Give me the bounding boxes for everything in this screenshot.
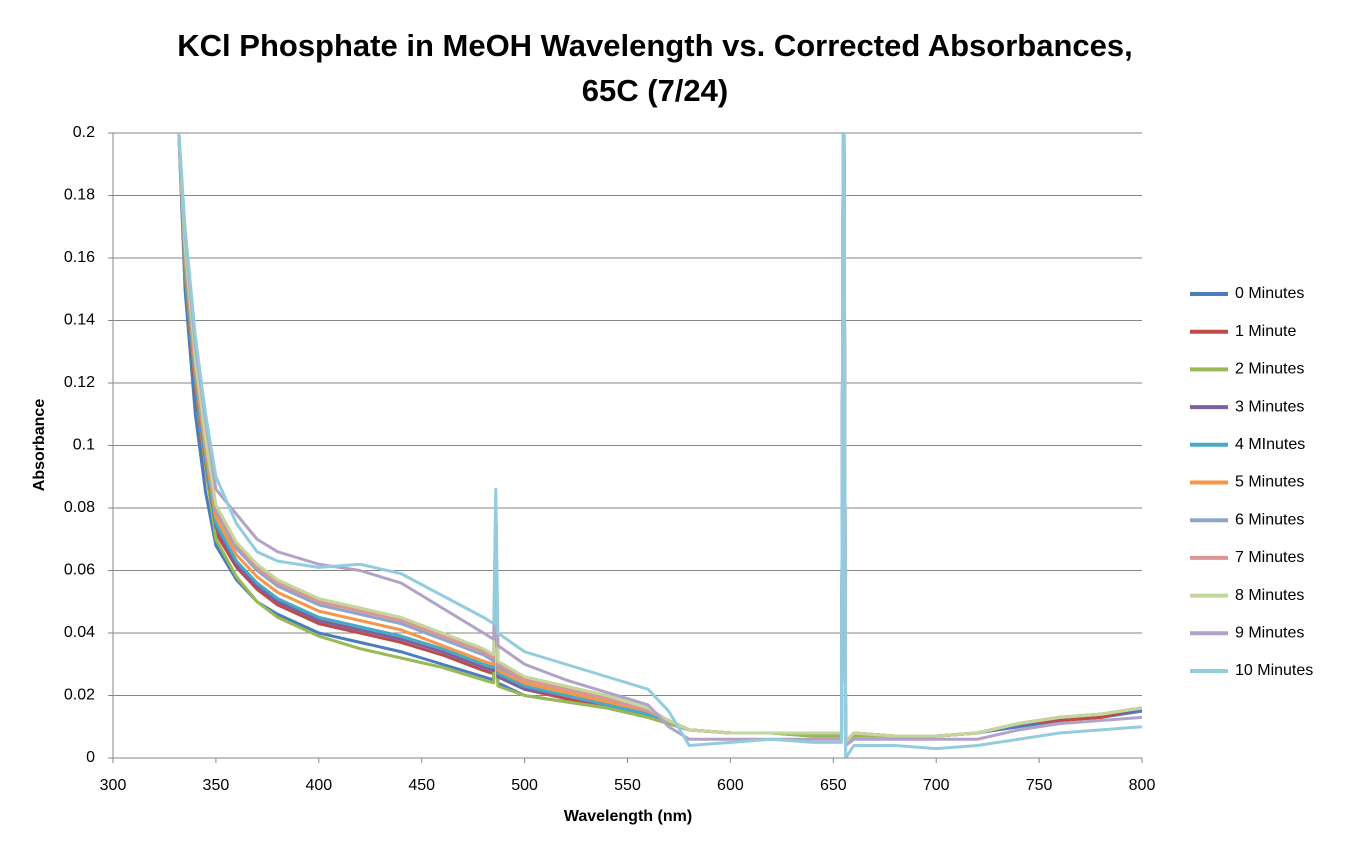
series-line [177,133,1142,744]
series-line [177,133,1142,744]
series-line [177,133,1142,744]
legend-label: 7 Minutes [1235,549,1304,566]
legend-label: 3 Minutes [1235,398,1304,415]
y-tick-label: 0 [86,749,95,766]
series-line [177,133,1142,744]
legend-label: 6 Minutes [1235,511,1304,528]
grid [113,132,1142,759]
y-tick-label: 0.18 [64,187,95,204]
series-line [177,133,1142,744]
y-tick-label: 0.1 [73,437,95,454]
legend: 0 Minutes 1 Minute 2 Minutes 3 Minutes 4 MIn… [1190,285,1313,679]
series-line [177,133,1142,744]
x-tick-label: 300 [100,777,127,794]
x-tick-label: 450 [408,777,435,794]
y-tick-label: 0.08 [64,499,95,516]
legend-label: 9 Minutes [1235,625,1304,642]
chart-title-line-1: KCl Phosphate in MeOH Wavelength vs. Cor… [177,28,1132,63]
chart-title-line-2: 65C (7/24) [582,73,728,108]
y-tick-label: 0.06 [64,562,95,579]
series-line [177,133,1142,758]
y-tick-label: 0.04 [64,624,95,641]
x-tick-label: 500 [511,777,538,794]
y-tick-label: 0.12 [64,374,95,391]
x-axis-title: Wavelength (nm) [564,808,692,825]
series-line [177,133,1142,744]
x-tick-label: 750 [1026,777,1053,794]
y-tick-label: 0.14 [64,312,95,329]
legend-label: 2 Minutes [1235,361,1304,378]
series-line [177,133,1142,747]
x-tick-label: 700 [923,777,950,794]
series-line [177,133,1142,744]
x-tick-label: 800 [1129,777,1156,794]
x-tick-label: 650 [820,777,847,794]
legend-label: 5 Minutes [1235,474,1304,491]
plot-area [177,133,1142,758]
y-tick-label: 0.16 [64,249,95,266]
y-tick-label: 0.02 [64,687,95,704]
legend-label: 0 Minutes [1235,285,1304,302]
x-tick-label: 600 [717,777,744,794]
y-tick-label: 0.2 [73,124,95,141]
series-line [177,133,1142,744]
y-axis-title: Absorbance [31,399,48,492]
axes: 0 0.02 0.04 0.06 0.08 0.1 0.12 0.14 0.16 0.18 0.2 3… [64,124,1156,794]
legend-label: 8 Minutes [1235,587,1304,604]
legend-label: 4 MInutes [1235,436,1305,453]
legend-label: 10 Minutes [1235,662,1313,679]
x-tick-label: 400 [305,777,332,794]
legend-label: 1 Minute [1235,323,1296,340]
x-tick-label: 350 [203,777,230,794]
x-tick-label: 550 [614,777,641,794]
